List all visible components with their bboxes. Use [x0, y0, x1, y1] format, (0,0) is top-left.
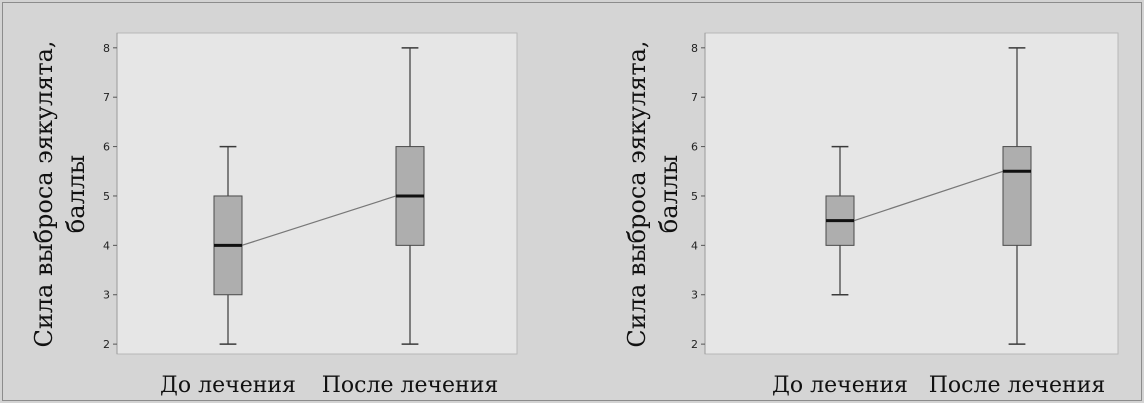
y-axis-label-line-2: баллы: [62, 155, 90, 233]
y-axis-label: Сила выброса эякулята, баллы: [623, 40, 683, 347]
y-axis-label-line-2: баллы: [655, 155, 683, 233]
box-1: [213, 145, 243, 345]
y-tick-label: 3: [691, 289, 698, 302]
y-tick-label: 6: [103, 141, 110, 154]
box-iqr: [1002, 146, 1032, 246]
y-tick-label: 8: [103, 42, 110, 55]
x-category-label: До лечения: [772, 373, 908, 398]
y-tick-label: 3: [103, 289, 110, 302]
plot-area: [116, 32, 518, 355]
y-axis-label-line-1: Сила выброса эякулята,: [30, 40, 58, 347]
y-tick-label: 5: [691, 190, 698, 203]
median-connector-line: [853, 170, 1004, 222]
x-category-label: После лечения: [322, 373, 499, 398]
x-category-label: До лечения: [160, 373, 296, 398]
y-tick-label: 6: [691, 141, 698, 154]
y-tick-label: 7: [103, 91, 110, 104]
box-1: [825, 145, 855, 296]
y-tick-label: 4: [103, 239, 110, 252]
y-tick-label: 4: [691, 239, 698, 252]
y-tick-label: 7: [691, 91, 698, 104]
y-tick-label: 2: [691, 338, 698, 351]
x-category-label: После лечения: [929, 373, 1106, 398]
y-axis-label-line-1: Сила выброса эякулята,: [623, 40, 651, 347]
box-2: [395, 47, 425, 345]
median-connector-line: [241, 195, 397, 246]
chart-panel-2: 2 3 4 5 6 7 8 Сила выброса эякулята, баллы До леч…: [623, 32, 1119, 398]
plot-area: [704, 32, 1119, 355]
y-tick-label: 8: [691, 42, 698, 55]
chart-panel-1: 2 3 4 5 6 7 8 Сила выброса эякулята, баллы До леч…: [30, 32, 518, 398]
y-axis-label: Сила выброса эякулята, баллы: [30, 40, 90, 347]
y-tick-label: 2: [103, 338, 110, 351]
y-tick-label: 5: [103, 190, 110, 203]
box-2: [1002, 47, 1032, 345]
